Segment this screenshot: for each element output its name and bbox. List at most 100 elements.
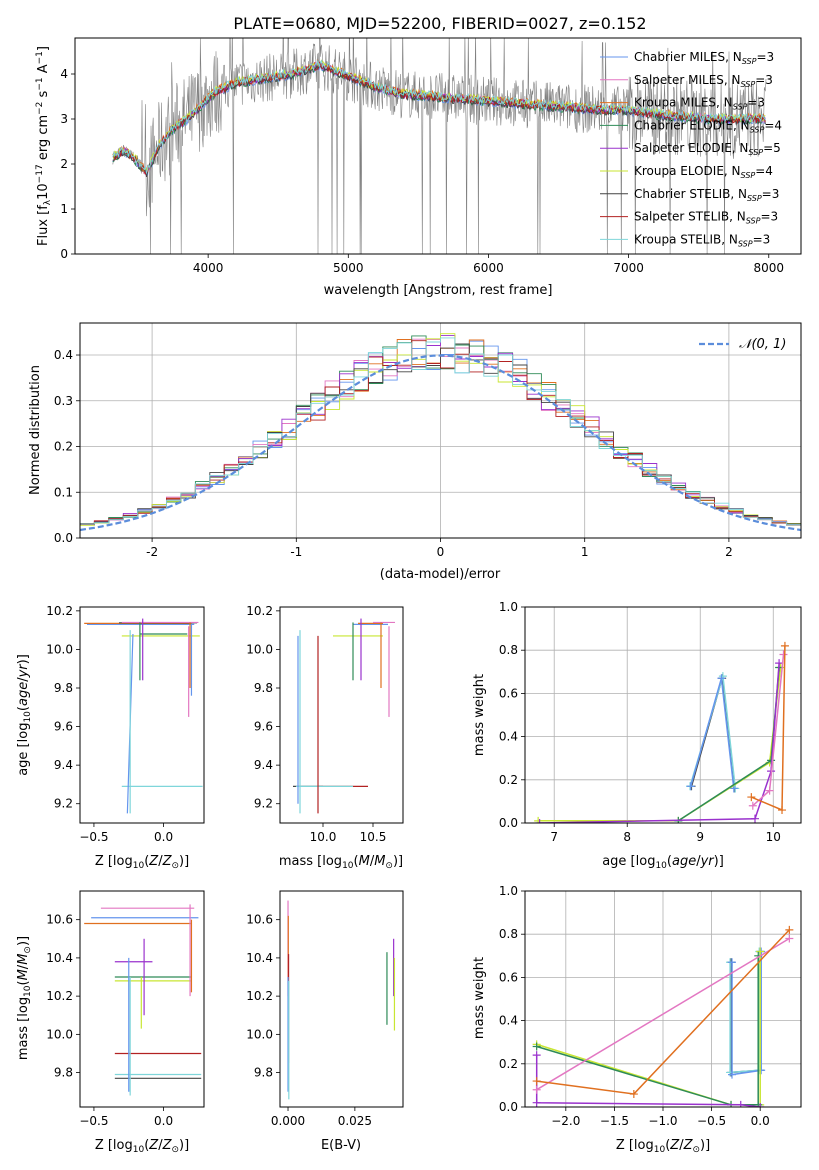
y-tick-label: 9.8 [54,681,73,695]
y-tick-label: 0.3 [54,394,73,408]
y-tick-label: 10.0 [246,1027,273,1041]
mass-vs-z-ylabel: mass [log10(M/M⊙)] [16,936,33,1060]
residuals-ylabel: Normed distribution [28,365,43,495]
y-tick-label: 9.8 [254,681,273,695]
y-tick-label: 10.0 [46,1027,73,1041]
legend-subscript: SSP [750,125,765,134]
y-tick-label: 10.6 [246,913,273,927]
weight-marker [779,650,788,659]
y-tick-label: 0.2 [54,440,73,454]
legend-label: Salpeter MILES, NSSP=3 [634,73,773,89]
weight-line [536,951,761,1106]
weight-line [535,1055,761,1107]
weight-marker [532,1098,541,1107]
age-vs-z-xlabel: Z [log10(Z/Z⊙)] [95,854,189,871]
legend-label: Chabrier MILES, NSSP=3 [634,50,774,66]
weight-vs-z-ylabel: mass weight [472,957,487,1039]
residuals-legend: 𝒩(0, 1) [699,337,786,352]
x-tick-label: −0.5 [697,1114,726,1128]
mass-vs-z-panel: −0.5 0.0 9.8 10.0 10.2 10.4 10.6 Z [log10(Z/Z⊙… [16,890,205,1155]
weight-vs-age-panel: 7 8 9 10 0.0 0.2 0.4 0.6 0.8 1.0 age [log10(age/y… [472,600,802,871]
y-tick-label: 0.6 [499,970,518,984]
y-tick-label: 9.2 [254,797,273,811]
x-tick-label: 10 [766,830,781,844]
residual-histogram [80,337,801,526]
y-tick-label: 0.0 [54,531,73,545]
y-tick-label: 0.8 [499,927,518,941]
residuals-panel: -2 -1 0 1 2 0.0 0.1 0.2 0.3 0.4 (data-model)/erro… [28,322,802,582]
x-tick-label: -2 [146,545,158,559]
weight-marker [785,934,794,943]
legend-subscript: SSP [741,171,756,180]
y-tick-label: 0.4 [499,1014,518,1028]
y-tick-label: 0.2 [499,773,518,787]
weight-marker [775,659,784,668]
weight-line [536,937,790,1091]
x-tick-label: 2 [725,545,733,559]
weight-vs-age-frame [524,606,802,824]
y-tick-label: 0.4 [54,348,73,362]
age-vs-mass-panel: 10.0 10.5 9.2 9.4 9.6 9.8 10.0 10.2 mass [log10… [246,604,404,871]
spectrum-legend: Chabrier MILES, NSSP=3 Salpeter MILES, NS… [600,50,782,248]
weight-marker [765,786,774,795]
legend-nssp: =4 [755,164,773,178]
y-tick-label: 0.8 [499,643,518,657]
legend-subscript: SSP [747,194,762,203]
gaussian-legend-label: 𝒩(0, 1) [739,337,786,352]
x-tick-label: -1 [290,545,302,559]
x-tick-label: 4000 [193,261,224,275]
weight-marker [726,1068,735,1077]
weight-line [539,663,780,823]
legend-nssp: =3 [756,50,774,64]
legend-nssp: =5 [763,141,781,155]
y-tick-label: 10.4 [246,951,273,965]
x-tick-label: −2.0 [551,1114,580,1128]
weight-marker [718,672,727,681]
weight-marker [778,806,787,815]
y-tick-label: 9.2 [54,797,73,811]
age-vs-mass-xlabel: mass [log10(M/M⊙)] [279,854,403,871]
legend-subscript: SSP [748,148,763,157]
x-tick-label: −0.5 [79,1114,108,1128]
spectrum-lines [112,38,767,254]
y-tick-label: 0.0 [499,1100,518,1114]
legend-subscript: SSP [738,239,753,248]
legend-subscript: SSP [742,57,757,66]
x-tick-label: 10.5 [360,830,387,844]
residual-steps [80,333,801,532]
y-tick-label: 9.8 [254,1066,273,1080]
weight-marker [629,1090,638,1099]
age-vs-z-ylabel: age [log10(age/yr)] [16,654,33,776]
x-tick-label: 7000 [613,261,644,275]
x-tick-label: 8 [623,830,631,844]
weight-vs-age-ylabel: mass weight [472,674,487,756]
gaussian-curve [80,354,801,532]
mass-vs-z-xlabel: Z [log10(Z/Z⊙)] [95,1138,189,1155]
weight-line [689,675,737,789]
mass-vs-ebv-panel: 0.000 0.025 9.8 10.0 10.2 10.4 10.6 E(B-V) [246,890,404,1153]
y-tick-label: 0.4 [499,730,518,744]
weight-marker [532,1085,541,1094]
y-tick-label: 10.6 [46,913,73,927]
legend-label: Kroupa ELODIE, NSSP=4 [634,164,773,180]
legend-nssp: =3 [753,232,771,246]
weight-marker [728,958,736,967]
weight-lines [532,925,794,1107]
weight-marker [717,674,726,683]
x-tick-label: −1.0 [648,1114,677,1128]
legend-nssp: =3 [762,187,780,201]
weight-line [538,667,782,822]
mass-vs-z-frame [79,890,205,1108]
weight-marker [748,801,757,810]
age-vs-mass-frame [279,606,404,824]
weight-lines [534,641,789,823]
legend-label: Chabrier STELIB, NSSP=3 [634,187,779,203]
legend-subscript: SSP [746,217,761,226]
weight-line [731,951,762,1076]
figure-title: PLATE=0680, MJD=52200, FIBERID=0027, z=0… [233,14,646,33]
errorbars [84,618,203,814]
weight-vs-z-panel: −2.0 −1.5 −1.0 −0.5 0.0 0.0 0.2 0.4 0.6 0.8 1.0 Z … [472,884,802,1155]
legend-label: Kroupa MILES, NSSP=3 [634,96,765,112]
legend-label: Chabrier ELODIE, NSSP=4 [634,118,782,134]
model-spectrum [112,59,766,173]
